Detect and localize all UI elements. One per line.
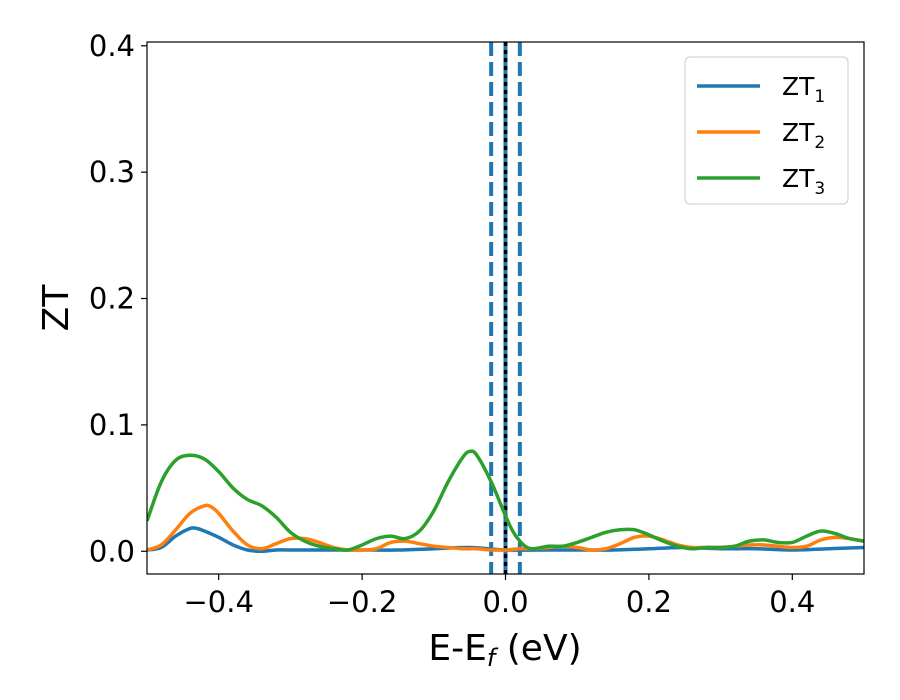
x-tick-label: 0.0 [482, 585, 528, 619]
legend: ZT1 ZT2 ZT3 [684, 56, 849, 205]
legend-label: ZT2 [782, 118, 825, 153]
legend-label: ZT3 [782, 164, 825, 199]
y-tick-label: 0.0 [89, 534, 135, 568]
x-axis-ticks: −0.4 −0.2 0.0 0.2 0.4 [183, 574, 815, 619]
y-tick-label: 0.3 [89, 155, 135, 189]
y-tick-label: 0.2 [89, 282, 135, 316]
series-lines [147, 449, 864, 553]
x-tick-label: −0.2 [327, 585, 397, 619]
y-tick-label: 0.1 [89, 408, 135, 442]
x-tick-label: −0.4 [183, 585, 253, 619]
x-tick-label: 0.2 [626, 585, 672, 619]
y-tick-label: 0.4 [89, 29, 135, 63]
plot-area [147, 42, 864, 574]
y-axis-label: ZT [36, 284, 77, 332]
x-axis-label: E-Ef (eV) [428, 628, 581, 672]
legend-label: ZT1 [782, 72, 825, 107]
series-line-zt3 [147, 449, 864, 552]
legend-frame [684, 56, 849, 205]
y-axis-ticks: 0.0 0.1 0.2 0.3 0.4 [89, 29, 147, 568]
x-tick-label: 0.4 [769, 585, 815, 619]
